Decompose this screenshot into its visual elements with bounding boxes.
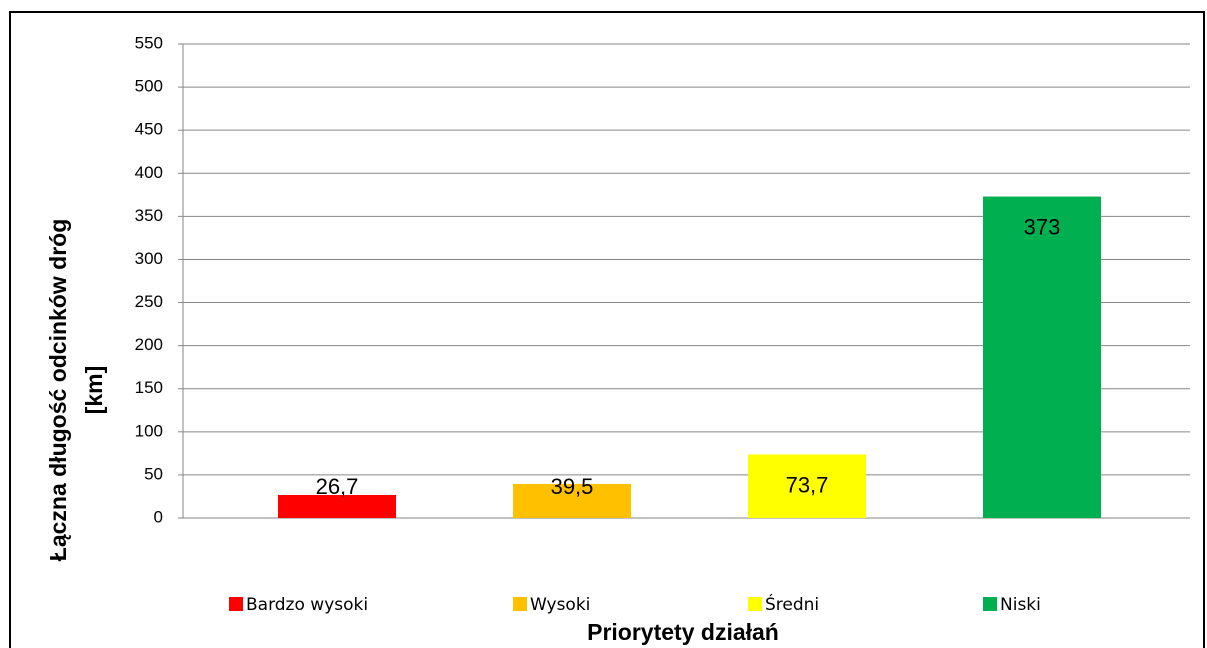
legend-swatch [748,597,762,611]
y-axis-title: Łączna długość odcinków dróg [45,219,71,561]
y-tick-label: 550 [135,33,163,52]
data-label: 39,5 [551,474,594,499]
data-label: 26,7 [316,474,359,499]
y-tick-label: 250 [135,292,163,311]
bar [748,454,866,518]
y-tick-label: 150 [135,378,163,397]
y-tick-label: 0 [154,507,163,526]
y-tick-label: 400 [135,163,163,182]
legend-swatch [513,597,527,611]
bar [278,494,396,518]
data-label: 73,7 [786,472,829,497]
y-tick-label: 200 [135,335,163,354]
y-tick-label: 450 [135,120,163,139]
y-tick-label: 50 [144,464,163,483]
bar [513,483,631,518]
y-tick-label: 500 [135,77,163,96]
bar [983,196,1101,519]
y-axis-title: [km] [81,366,107,415]
data-label: 373 [1024,214,1061,239]
y-tick-label: 100 [135,421,163,440]
x-axis-title: Priorytety działań [587,619,779,645]
y-tick-label: 350 [135,206,163,225]
legend-label: Niski [1000,595,1041,615]
legend-swatch [229,597,243,611]
legend-label: Średni [765,593,819,615]
legend-label: Wysoki [530,595,590,615]
legend-swatch [983,597,997,611]
legend-label: Bardzo wysoki [246,595,368,615]
chart-border [9,11,1205,648]
y-tick-label: 300 [135,249,163,268]
